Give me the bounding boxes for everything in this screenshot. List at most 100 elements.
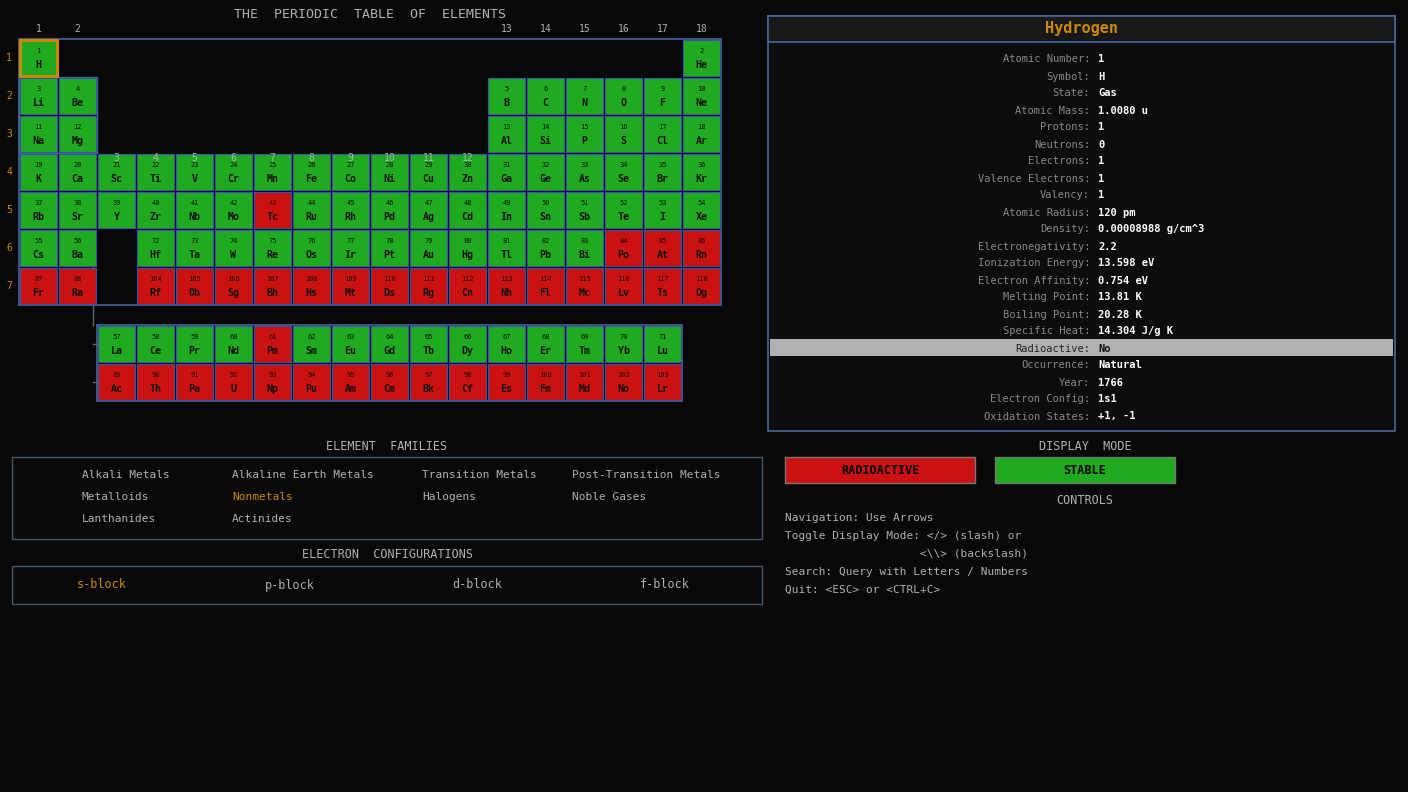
Text: Ir: Ir: [345, 250, 356, 261]
Bar: [59, 78, 96, 114]
Bar: [643, 326, 681, 362]
Text: 0.754 eV: 0.754 eV: [1098, 276, 1148, 285]
Bar: [527, 326, 565, 362]
Bar: [489, 268, 525, 304]
Text: Fe: Fe: [306, 174, 317, 185]
Bar: [97, 325, 681, 401]
Text: Rg: Rg: [422, 288, 435, 299]
Text: 1: 1: [1098, 123, 1104, 132]
Bar: [410, 154, 446, 190]
Bar: [527, 192, 565, 228]
Text: 14: 14: [539, 24, 552, 34]
Bar: [489, 154, 525, 190]
Text: Alkaline Earth Metals: Alkaline Earth Metals: [232, 470, 373, 480]
Text: Ga: Ga: [500, 174, 513, 185]
Text: STABLE: STABLE: [1063, 463, 1107, 477]
Text: 116: 116: [617, 276, 629, 282]
Text: V: V: [191, 174, 197, 185]
Text: Cm: Cm: [383, 384, 396, 394]
Text: No: No: [618, 384, 629, 394]
Bar: [18, 39, 721, 305]
Bar: [253, 154, 291, 190]
Text: 7: 7: [269, 153, 276, 163]
Bar: [643, 364, 681, 400]
Bar: [449, 192, 486, 228]
Bar: [370, 268, 408, 304]
Text: 68: 68: [541, 333, 549, 340]
Text: Au: Au: [422, 250, 435, 261]
Bar: [410, 364, 446, 400]
Text: 54: 54: [697, 200, 705, 206]
Text: S: S: [621, 136, 627, 147]
Text: 81: 81: [503, 238, 511, 244]
Text: Tb: Tb: [422, 346, 435, 356]
Text: 97: 97: [424, 371, 432, 378]
Text: 17: 17: [659, 124, 667, 130]
Text: Actinides: Actinides: [232, 514, 293, 524]
Bar: [683, 78, 719, 114]
Bar: [20, 78, 56, 114]
Bar: [293, 154, 329, 190]
Text: Mg: Mg: [72, 136, 83, 147]
Text: Electron Config:: Electron Config:: [990, 394, 1090, 405]
Text: Bk: Bk: [422, 384, 435, 394]
Text: 78: 78: [386, 238, 394, 244]
Bar: [566, 268, 603, 304]
Text: Na: Na: [32, 136, 45, 147]
Text: 73: 73: [190, 238, 199, 244]
Bar: [253, 230, 291, 266]
Text: 1: 1: [1098, 157, 1104, 166]
Text: 71: 71: [659, 333, 667, 340]
Text: Navigation: Use Arrows: Navigation: Use Arrows: [786, 513, 934, 523]
Text: 8: 8: [621, 86, 625, 92]
Text: Electron Affinity:: Electron Affinity:: [977, 276, 1090, 285]
Bar: [20, 230, 56, 266]
Bar: [683, 192, 719, 228]
Text: 94: 94: [307, 371, 315, 378]
Text: Se: Se: [618, 174, 629, 185]
Text: Alkali Metals: Alkali Metals: [82, 470, 170, 480]
Text: Ra: Ra: [72, 288, 83, 299]
Text: 1.0080 u: 1.0080 u: [1098, 105, 1148, 116]
Text: Ne: Ne: [696, 98, 707, 109]
Bar: [215, 230, 252, 266]
Text: Zn: Zn: [462, 174, 473, 185]
Text: 117: 117: [656, 276, 669, 282]
Text: 24: 24: [230, 162, 238, 168]
Text: Po: Po: [618, 250, 629, 261]
Bar: [20, 116, 56, 152]
Text: 41: 41: [190, 200, 199, 206]
Text: Mn: Mn: [266, 174, 279, 185]
Bar: [527, 268, 565, 304]
Text: Rb: Rb: [32, 212, 45, 223]
Text: Am: Am: [345, 384, 356, 394]
Bar: [137, 154, 175, 190]
Text: Tm: Tm: [579, 346, 590, 356]
Text: d-block: d-block: [452, 578, 501, 592]
Text: Nb: Nb: [189, 212, 200, 223]
Bar: [527, 230, 565, 266]
Bar: [449, 154, 486, 190]
Bar: [20, 40, 56, 76]
Text: 105: 105: [189, 276, 201, 282]
Text: 55: 55: [34, 238, 42, 244]
Text: Year:: Year:: [1059, 378, 1090, 387]
Text: 23: 23: [190, 162, 199, 168]
Text: p-block: p-block: [265, 578, 314, 592]
Text: B: B: [504, 98, 510, 109]
Text: Sr: Sr: [72, 212, 83, 223]
Text: 34: 34: [620, 162, 628, 168]
Bar: [137, 326, 175, 362]
Text: Mt: Mt: [345, 288, 356, 299]
Text: 46: 46: [386, 200, 394, 206]
Text: 32: 32: [541, 162, 549, 168]
Bar: [683, 116, 719, 152]
Text: 1: 1: [1098, 191, 1104, 200]
Text: 113: 113: [500, 276, 513, 282]
Text: 82: 82: [541, 238, 549, 244]
Text: Br: Br: [656, 174, 669, 185]
Text: CONTROLS: CONTROLS: [1056, 493, 1114, 507]
Text: 19: 19: [34, 162, 42, 168]
Text: 14.304 J/g K: 14.304 J/g K: [1098, 326, 1173, 337]
Bar: [410, 230, 446, 266]
